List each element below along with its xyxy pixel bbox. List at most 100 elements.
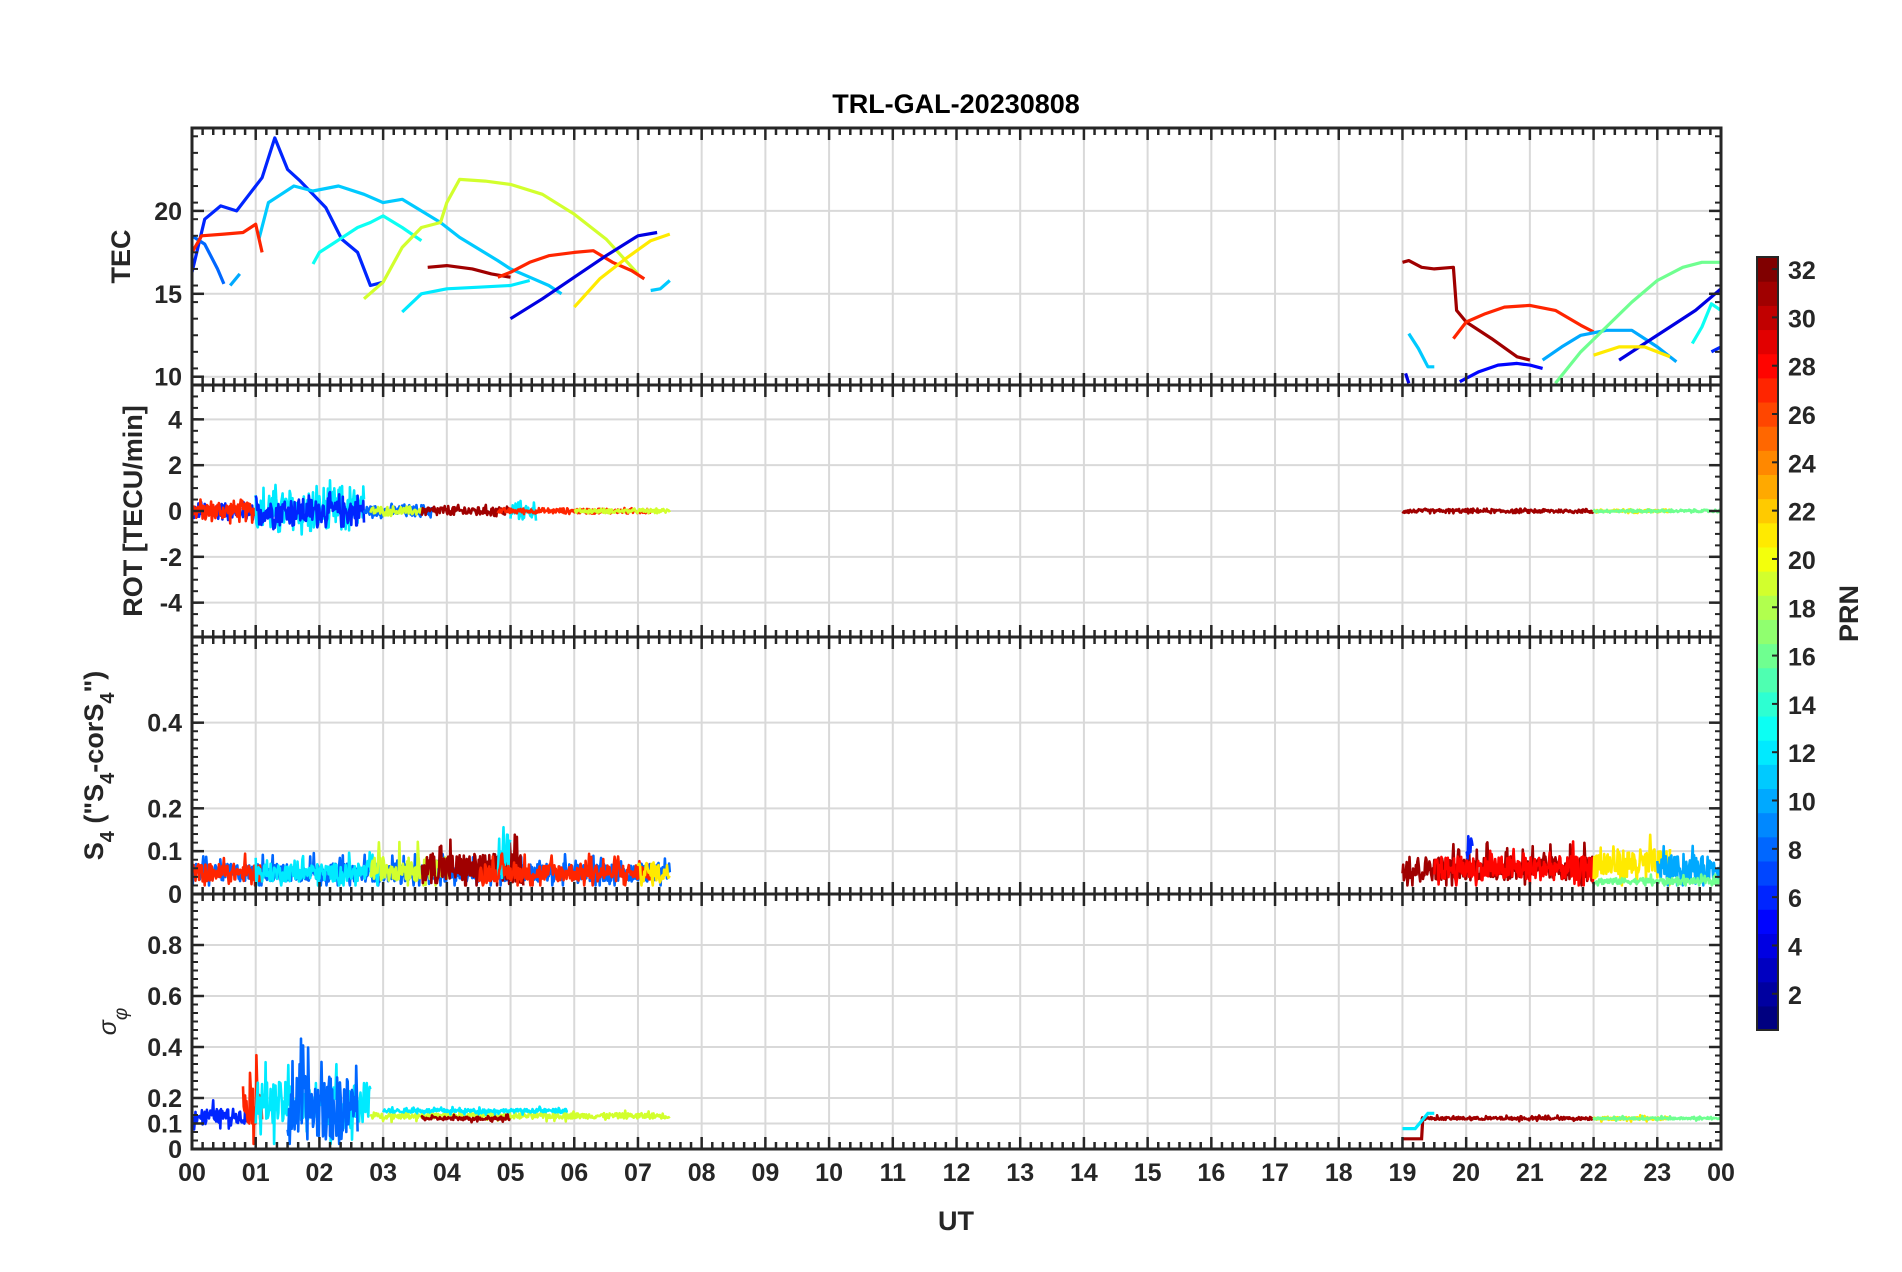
x-tick-label: 20 [1452,1159,1480,1187]
colorbar-swatch [1757,474,1778,500]
colorbar-swatch [1757,885,1778,910]
colorbar-swatch [1757,812,1778,838]
y-axis-label: ROT [TECU/min] [118,405,148,616]
y-tick-label: 0.2 [147,795,182,823]
tec-series-prn-16 [1554,260,1721,385]
colorbar-tick-label: 14 [1788,692,1816,720]
x-tick-label: 11 [880,1159,907,1187]
sigma_phi-series-prn-16 [1592,1114,1721,1123]
x-tick-label: 03 [369,1159,397,1187]
y-tick-label: 0.1 [147,838,182,866]
s4-series-prn-6 [1465,834,1474,860]
s4-series-prn-21 [1592,833,1672,887]
y-tick-label: 0.4 [147,1034,182,1062]
tec-series-prn-13 [1690,302,1721,345]
colorbar-tick-label: 30 [1788,305,1816,333]
y-axis-label: σφ [94,1008,132,1035]
sigma_phi-series-prn-31 [420,1113,512,1124]
colorbar-tick-label: 32 [1788,257,1816,285]
x-tick-label: 06 [560,1159,588,1187]
y-tick-label: 4 [168,406,182,434]
colorbar-swatch [1757,522,1778,548]
x-tick-label: 09 [751,1159,779,1187]
rot-series-prn-6 [254,490,366,531]
tec-series-prn-19 [362,177,640,301]
colorbar-swatch [1757,401,1778,427]
x-tick-label: 12 [943,1159,971,1187]
tec-series-prn-31 [1402,259,1531,362]
x-tick-label: 00 [1707,1159,1735,1187]
panel-data [192,1037,1721,1146]
tec-series-prn-21 [1593,345,1671,359]
panel-tec: 10 15 20 TEC [106,126,1723,392]
y-tick-label: 0 [168,498,182,526]
x-tick-label: 19 [1389,1159,1417,1187]
colorbar-swatch [1757,667,1778,693]
colorbar-swatch [1757,450,1778,476]
tec-series-prn-10 [228,272,242,287]
sigma_phi-series-prn-6 [192,1099,251,1131]
colorbar-swatch [1757,788,1778,814]
tec-series-prn-27 [497,249,646,281]
colorbar-swatch [1757,643,1778,669]
colorbar-tick-label: 22 [1788,499,1816,527]
x-tick-label: 21 [1516,1159,1544,1187]
colorbar-tick-label: 4 [1788,933,1802,961]
tec-series-prn-4 [1404,372,1411,384]
panel-frame [190,892,1723,1151]
panel-rot: -4 -2 0 2 4 ROT [TECU/min] [118,383,1723,639]
y-tick-label: 20 [154,198,182,226]
y-axis-label: TEC [106,230,136,284]
colorbar-label: PRN [1834,585,1864,642]
y-tick-label: 0 [168,881,182,909]
colorbar-swatch [1757,546,1778,572]
s4-series-prn-10 [1656,844,1721,887]
colorbar-swatch [1757,377,1778,403]
chart-title: TRL-GAL-20230808 [832,89,1080,119]
colorbar-swatch [1757,619,1778,645]
y-tick-label: 10 [154,364,182,392]
colorbar-tick-label: 16 [1788,644,1816,672]
s4-series-prn-16 [1592,873,1721,887]
colorbar-swatch [1757,1005,1778,1031]
x-tick-label: 07 [624,1159,652,1187]
tec-series-prn-31 [427,264,511,279]
colorbar-swatch [1757,426,1778,451]
sigma_phi-series-prn-31 [1420,1114,1595,1123]
s4-series-prn-27 [477,852,652,887]
sigma_phi-series-prn-12 [382,1105,569,1116]
colorbar-swatch [1757,498,1778,524]
x-tick-label: 22 [1580,1159,1608,1187]
colorbar-swatch [1757,571,1778,596]
y-tick-label: 0.1 [147,1111,182,1139]
x-tick-label: 15 [1134,1159,1162,1187]
sigma-series-prn-12 [1402,1111,1435,1131]
x-tick-label: 05 [497,1159,525,1187]
s4-series-prn-28 [1433,840,1595,887]
rot-series-prn-16 [1592,508,1721,514]
colorbar-tick-label: 26 [1788,402,1816,430]
colorbar-tick-label: 2 [1788,982,1802,1010]
x-tick-label: 14 [1070,1159,1098,1187]
y-tick-label: 0.2 [147,1085,182,1113]
colorbar-swatch [1757,595,1778,620]
tec-series-prn-21 [573,232,671,309]
x-tick-label: 04 [433,1159,461,1187]
colorbar-swatch [1757,257,1778,282]
y-tick-label: -2 [160,544,182,572]
s4-series-prn-27 [192,852,264,887]
sigma_phi-series-prn-8 [286,1037,359,1146]
colorbar-swatch [1757,981,1778,1007]
x-tick-label: 00 [178,1159,206,1187]
tec-series-prn-27 [192,222,264,254]
tec-series-prn-4 [509,230,658,321]
rot-series-prn-19 [369,505,423,518]
tec-series-prn-27 [1452,303,1595,340]
panel-sigma_phi: 00.10.2 0.4 0.6 0.8 σφ 00 01 02 03 04 05 06 07 08 09 10… [94,892,1735,1187]
x-tick-label: 13 [1006,1159,1034,1187]
tec-series-prn-11 [650,279,671,293]
x-tick-label: 08 [688,1159,716,1187]
